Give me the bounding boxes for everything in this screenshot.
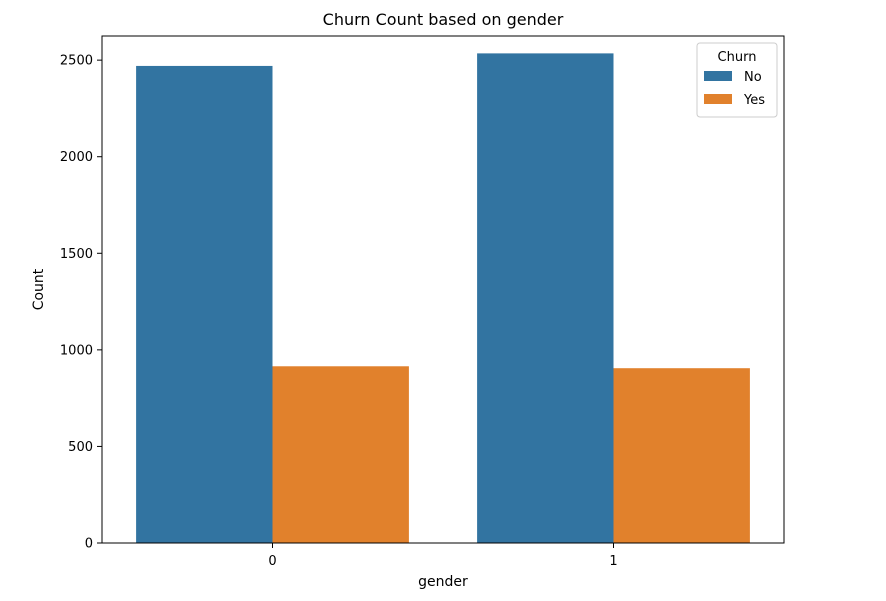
y-tick-label: 1000	[60, 343, 93, 358]
bar-no-0	[136, 65, 273, 544]
y-tick-label: 1500	[60, 247, 93, 262]
legend-label-no: No	[744, 70, 762, 85]
legend-swatch-no	[704, 71, 732, 81]
y-tick-label: 2000	[60, 150, 93, 165]
x-axis-label: gender	[418, 574, 468, 590]
legend: Churn No Yes	[696, 42, 778, 118]
y-axis-label: Count	[31, 268, 47, 310]
legend-label-yes: Yes	[743, 93, 765, 108]
plot-frame	[101, 35, 785, 544]
legend-title: Churn	[718, 50, 757, 65]
y-tick-label: 2500	[60, 54, 93, 69]
bars-layer	[136, 53, 750, 544]
y-axis: 0 500 1000 1500 2000 2500	[60, 54, 102, 552]
y-tick-label: 0	[85, 537, 93, 552]
y-tick-label: 500	[68, 440, 93, 455]
x-tick-label: 1	[609, 554, 617, 569]
chart-title: Churn Count based on gender	[323, 10, 564, 29]
bar-no-1	[477, 53, 614, 543]
bar-yes-1	[613, 368, 750, 543]
legend-swatch-yes	[704, 94, 732, 104]
x-tick-label: 0	[268, 554, 276, 569]
bar-yes-0	[272, 366, 409, 543]
